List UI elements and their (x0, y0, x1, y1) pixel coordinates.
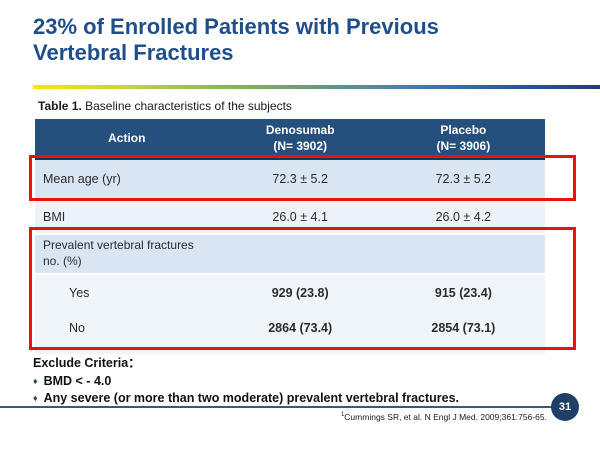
exclude-item-text: Any severe (or more than two moderate) p… (43, 391, 460, 405)
row-label: Prevalent vertebral fractures no. (%) (35, 238, 219, 269)
exclude-item-severe: ♦ Any severe (or more than two moderate)… (33, 391, 459, 405)
cell-placebo: 915 (23.4) (434, 285, 492, 300)
exclude-criteria-heading: Exclude Criteria： (33, 356, 141, 370)
title-gradient-divider (33, 85, 600, 89)
citation-superscript: 1 (340, 412, 345, 419)
page-number-badge: 31 (551, 393, 579, 421)
table-row-no: No 2864 (73.4) 2854 (73.1) (35, 310, 545, 346)
row-label: BMI (43, 209, 66, 224)
table-caption-text: Baseline characteristics of the subjects (81, 99, 292, 113)
table-bottom-strip (35, 346, 545, 354)
row-label: Yes (69, 285, 90, 300)
row-label-line2: no. (%) (43, 254, 82, 268)
cell-denosumab: 26.0 ± 4.1 (272, 209, 328, 224)
cell-denosumab: 2864 (73.4) (268, 321, 333, 335)
diamond-bullet-icon: ♦ (33, 376, 38, 386)
highlight-box-mean-age (29, 155, 576, 201)
cell-placebo: 26.0 ± 4.2 (435, 209, 492, 224)
header-placebo: Placebo (N= 3906) (382, 123, 545, 154)
highlight-box-prevalent-fractures (29, 227, 576, 350)
row-label: No (69, 321, 85, 335)
header-denosumab-n: (N= 3902) (273, 138, 328, 153)
row-label-line1: Prevalent vertebral fractures (43, 238, 194, 253)
cell-placebo: 2854 (73.1) (431, 321, 496, 335)
header-placebo-name: Placebo (440, 122, 487, 137)
table-header-row: Action Denosumab (N= 3902) Placebo (N= 3… (35, 119, 545, 160)
header-action: Action (108, 130, 146, 145)
exclude-criteria-block: Exclude Criteria： ♦ BMD < - 4.0 ♦ Any se… (33, 352, 459, 405)
table-caption-prefix: Table 1. (38, 99, 82, 113)
header-denosumab-name: Denosumab (265, 122, 335, 137)
cell-placebo: 72.3 ± 5.2 (435, 172, 492, 186)
row-label: Mean age (yr) (43, 172, 121, 186)
exclude-item-text: BMD < - 4.0 (43, 374, 112, 388)
footer-divider (0, 406, 553, 408)
table-row-prevalent-fractures: Prevalent vertebral fractures no. (%) (35, 235, 545, 275)
cell-denosumab: 72.3 ± 5.2 (272, 172, 328, 186)
page-title: 23% of Enrolled Patients with Previous V… (33, 14, 439, 66)
citation: 1Cummings SR, et al. N Engl J Med. 2009;… (290, 412, 547, 422)
cell-denosumab: 929 (23.8) (271, 285, 329, 300)
table-row-yes: Yes 929 (23.8) 915 (23.4) (35, 275, 545, 310)
header-denosumab: Denosumab (N= 3902) (219, 123, 382, 154)
header-placebo-n: (N= 3906) (436, 138, 491, 153)
table-caption: Table 1. Baseline characteristics of the… (38, 99, 292, 113)
diamond-bullet-icon: ♦ (33, 393, 38, 403)
exclude-item-bmd: ♦ BMD < - 4.0 (33, 374, 459, 388)
citation-text: Cummings SR, et al. N Engl J Med. 2009;3… (344, 412, 547, 422)
